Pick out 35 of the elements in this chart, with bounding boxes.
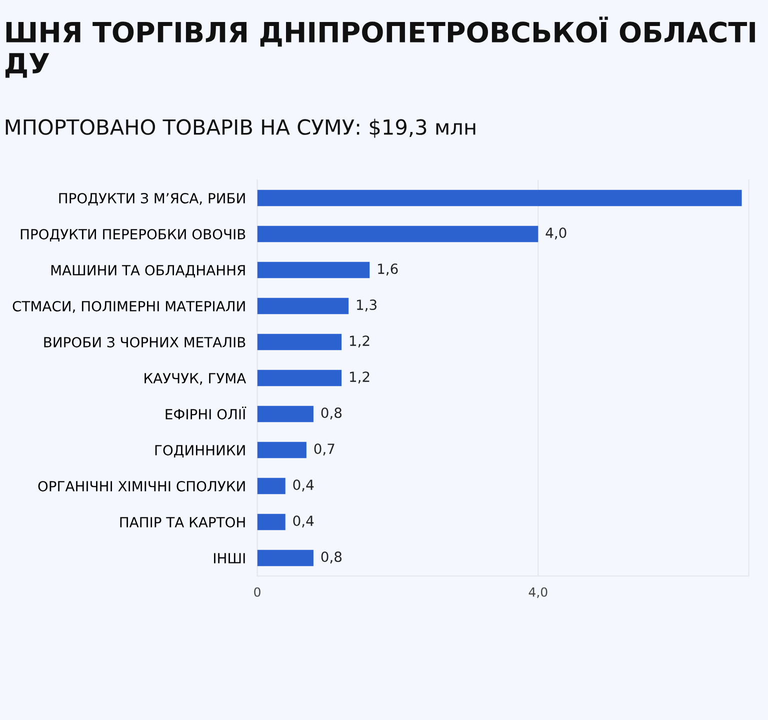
y-tick-label: ПРОДУКТИ ПЕРЕРОБКИ ОВОЧІВ [20,228,246,242]
bar [257,478,286,494]
data-label: 4,0 [546,228,566,240]
data-label: 0,8 [321,552,342,564]
data-label: 1,3 [357,300,376,312]
y-tick-label: ГОДИННИКИ [155,444,245,458]
bar [257,190,742,206]
y-tick-label: ІНШІ [214,553,245,564]
data-label: 0,8 [321,408,342,420]
y-tick-label: МАШИНИ ТА ОБЛАДНАННЯ [51,264,245,278]
chart-title: ШНЯ ТОРГІВЛЯ ДНІПРОПЕТРОВСЬКОЇ ОБЛАСТІ ДУ [6,16,755,78]
data-label: 1,6 [378,264,398,276]
bar [257,262,370,278]
y-tick-label: ПАПІР ТА КАРТОН [120,516,245,528]
data-label: 0,4 [293,516,314,528]
bar [257,226,538,242]
data-label: 1,2 [350,336,370,348]
data-label: 1,2 [350,372,370,384]
x-tick-label: 0 [254,587,260,597]
y-tick-label: СТМАСИ, ПОЛІМЕРНІ МАТЕРІАЛИ [12,300,245,313]
bar [257,298,349,314]
y-tick-label: ЕФІРНІ ОЛІЇ [166,406,246,420]
bar [257,406,314,422]
bar [257,442,306,458]
y-tick-label: ПРОДУКТИ З М’ЯСА, РИБИ [59,192,245,206]
y-tick-label: ОРГАНІЧНІ ХІМІЧНІ СПОЛУКИ [38,480,245,492]
bar [257,514,286,530]
data-label: 0,4 [293,480,314,492]
chart-subtitle: МПОРТОВАНО ТОВАРІВ НА СУМУ: $19,3 млн [6,118,476,138]
bar [257,334,342,350]
bar [257,550,314,566]
y-tick-label: КАУЧУК, ГУМА [144,373,246,385]
y-tick-label: ВИРОБИ З ЧОРНИХ МЕТАЛІВ [44,336,246,348]
data-label: 0,7 [314,444,334,456]
bar [257,370,342,386]
